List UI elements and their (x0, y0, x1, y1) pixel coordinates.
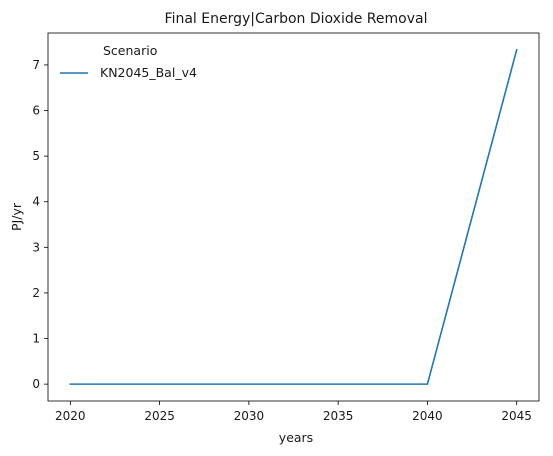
y-tick-label: 5 (32, 149, 40, 163)
x-tick-label: 2030 (234, 409, 265, 423)
plot-frame (47, 32, 540, 402)
legend-title: Scenario (103, 43, 157, 58)
legend-entry-label: KN2045_Bal_v4 (100, 65, 197, 80)
y-tick-label: 6 (32, 104, 40, 118)
y-tick-label: 1 (32, 332, 40, 346)
x-tick-label: 2025 (144, 409, 175, 423)
x-tick-label: 2045 (501, 409, 532, 423)
x-tick-label: 2035 (323, 409, 354, 423)
y-tick-label: 7 (32, 58, 40, 72)
y-tick-label: 4 (32, 195, 40, 209)
y-axis-ticks: 0 1 2 3 4 5 6 7 (32, 58, 48, 391)
legend: Scenario KN2045_Bal_v4 (60, 43, 197, 80)
x-axis-ticks: 2020 2025 2030 2035 2040 2045 (55, 401, 532, 423)
y-axis-label: PJ/yr (9, 202, 24, 231)
series-line-0 (69, 48, 518, 385)
y-tick-label: 2 (32, 286, 40, 300)
x-tick-label: 2040 (412, 409, 443, 423)
series-layer (69, 48, 518, 385)
x-tick-label: 2020 (55, 409, 86, 423)
chart-title: Final Energy|Carbon Dioxide Removal (165, 11, 428, 27)
x-axis-label: years (279, 430, 313, 445)
plot-area (47, 32, 540, 402)
y-tick-label: 3 (32, 240, 40, 254)
y-tick-label: 0 (32, 377, 40, 391)
